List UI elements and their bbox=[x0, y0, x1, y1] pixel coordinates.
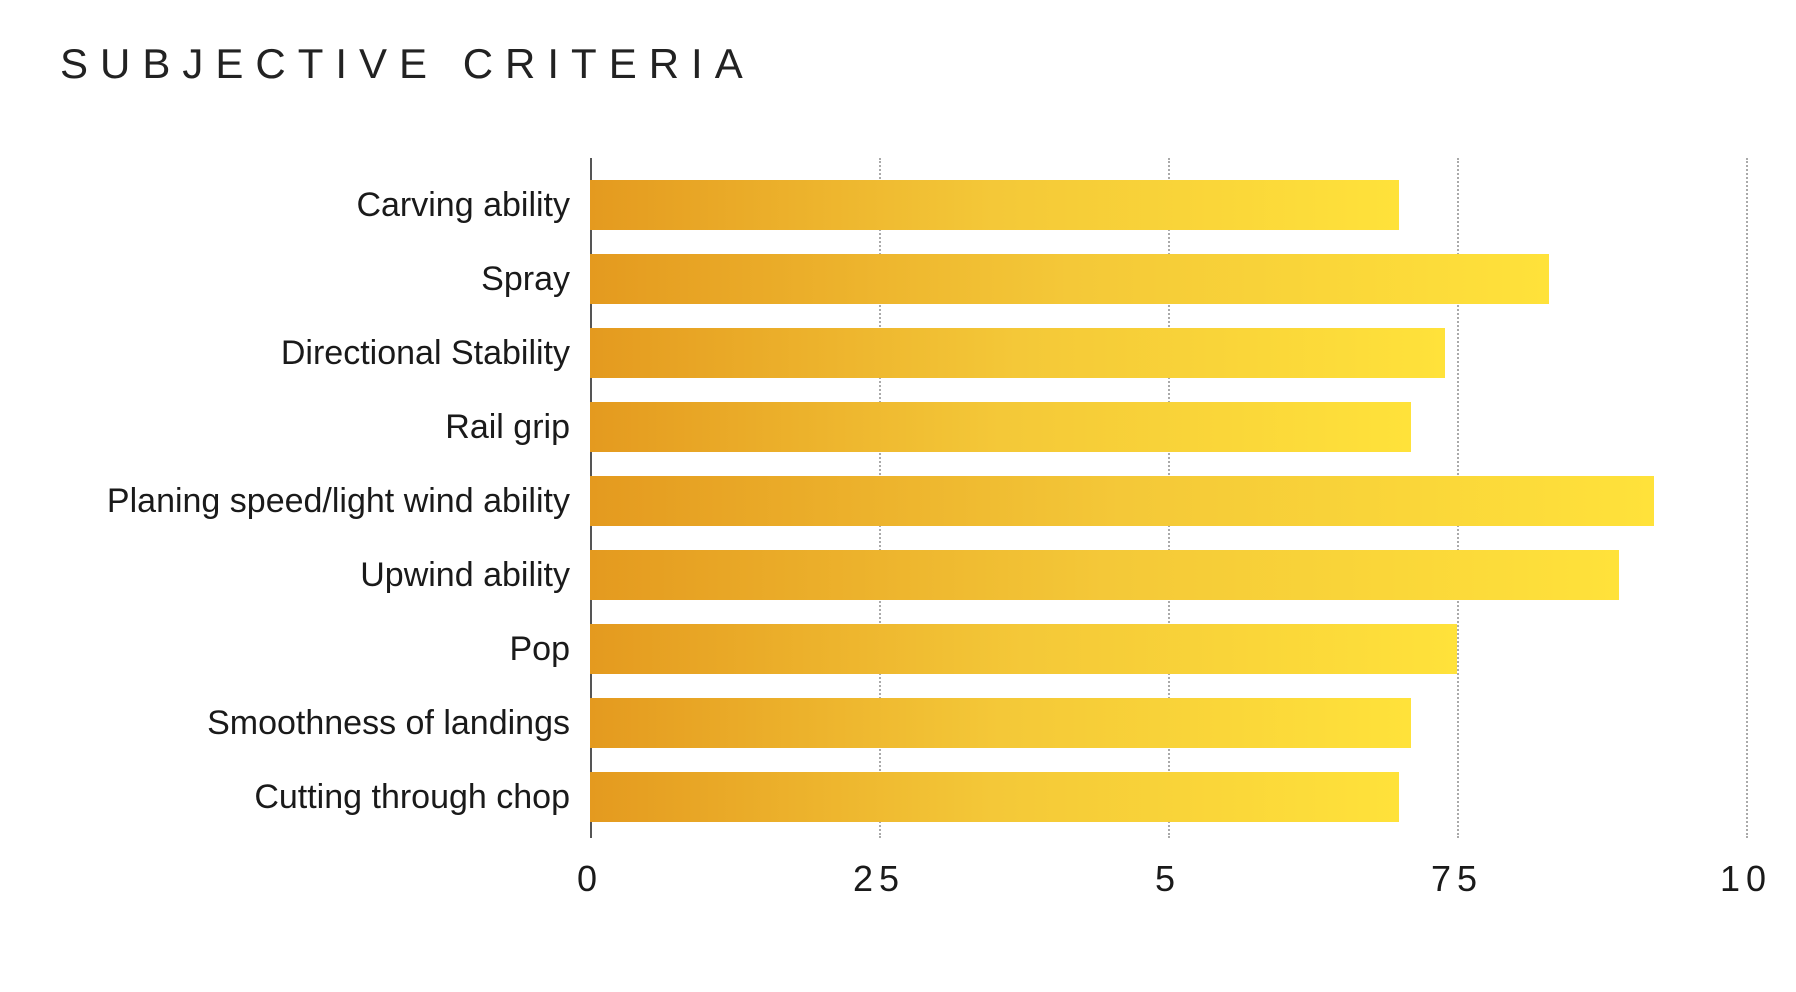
bar bbox=[590, 402, 1411, 452]
category-label: Upwind ability bbox=[50, 538, 590, 612]
bar bbox=[590, 550, 1619, 600]
x-tick-label: 10 bbox=[1720, 858, 1772, 900]
x-tick-label: 5 bbox=[1155, 858, 1181, 900]
x-tick-label: 25 bbox=[853, 858, 905, 900]
plot-area: 02557510 bbox=[590, 158, 1746, 908]
x-axis-ticks: 02557510 bbox=[590, 858, 1746, 908]
category-label: Directional Stability bbox=[50, 316, 590, 390]
bar-row bbox=[590, 760, 1746, 834]
x-tick-label: 75 bbox=[1431, 858, 1483, 900]
bar bbox=[590, 254, 1549, 304]
bar-row bbox=[590, 168, 1746, 242]
bar-row bbox=[590, 686, 1746, 760]
bar bbox=[590, 476, 1654, 526]
category-label: Smoothness of landings bbox=[50, 686, 590, 760]
bar-row bbox=[590, 390, 1746, 464]
bar bbox=[590, 624, 1457, 674]
bar bbox=[590, 772, 1399, 822]
bar-row bbox=[590, 612, 1746, 686]
category-label: Pop bbox=[50, 612, 590, 686]
category-label: Planing speed/light wind ability bbox=[50, 464, 590, 538]
y-axis-labels: Carving ability Spray Directional Stabil… bbox=[50, 158, 590, 908]
category-label: Rail grip bbox=[50, 390, 590, 464]
bar-row bbox=[590, 538, 1746, 612]
category-label: Spray bbox=[50, 242, 590, 316]
bar-row bbox=[590, 242, 1746, 316]
bars bbox=[590, 168, 1746, 834]
bar bbox=[590, 698, 1411, 748]
gridline bbox=[1746, 158, 1748, 838]
bar-row bbox=[590, 316, 1746, 390]
bar bbox=[590, 180, 1399, 230]
bar bbox=[590, 328, 1445, 378]
category-label: Cutting through chop bbox=[50, 760, 590, 834]
chart-title: SUBJECTIVE CRITERIA bbox=[60, 40, 1746, 88]
x-tick-label: 0 bbox=[577, 858, 603, 900]
chart-container: Carving ability Spray Directional Stabil… bbox=[50, 158, 1746, 908]
bar-row bbox=[590, 464, 1746, 538]
category-label: Carving ability bbox=[50, 168, 590, 242]
